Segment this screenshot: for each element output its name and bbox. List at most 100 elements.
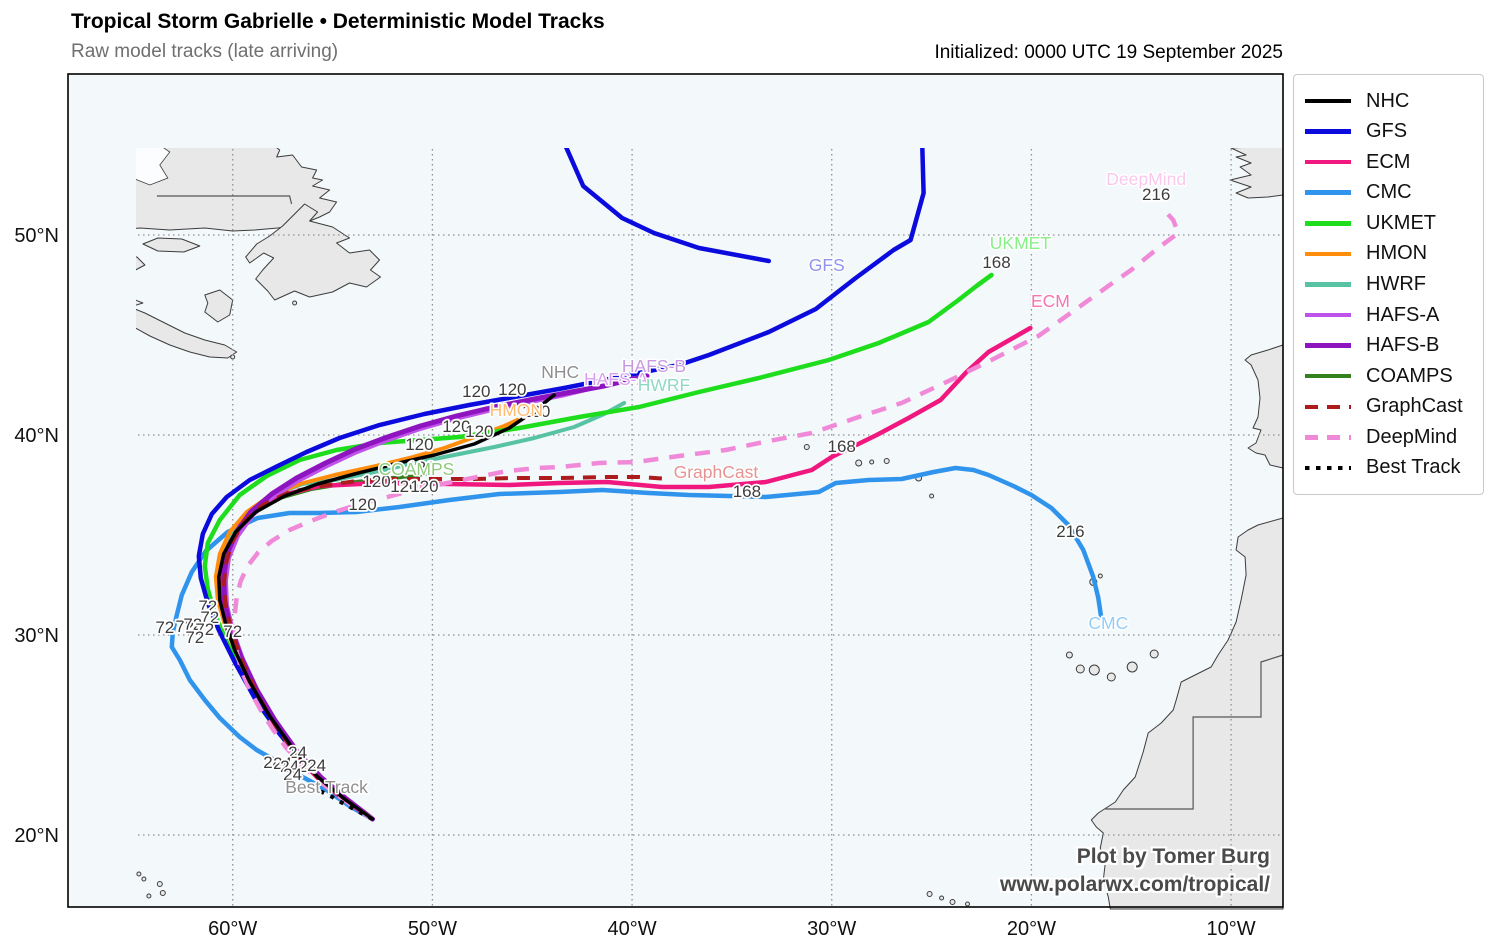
political-border	[1105, 654, 1284, 810]
track-label-graphcast: GraphCast	[674, 462, 759, 482]
hour-label-72: 72	[183, 615, 202, 634]
y-tick-50°N: 50°N	[14, 225, 59, 247]
track-hafs-b	[221, 373, 650, 822]
chart-title: Tropical Storm Gabrielle • Deterministic…	[71, 10, 605, 33]
landmass	[136, 148, 338, 232]
legend-item-coamps: COAMPS	[1294, 363, 1483, 389]
island	[1149, 649, 1159, 659]
hour-label-72: 72	[200, 608, 219, 627]
legend-label: COAMPS	[1366, 364, 1453, 387]
lake	[136, 148, 171, 186]
track-label-hafs-a: HAFS-A	[584, 369, 649, 389]
legend-item-cmc: CMC	[1294, 180, 1483, 206]
island	[1106, 672, 1116, 682]
legend-item-hmon: HMON	[1294, 241, 1483, 267]
island	[1088, 664, 1100, 676]
island	[869, 459, 875, 465]
legend-swatch-hafs-b	[1305, 343, 1351, 348]
x-tick-20°W: 20°W	[1007, 918, 1056, 940]
hour-label-24: 24	[273, 754, 292, 773]
track-nhc	[217, 393, 556, 821]
island	[1065, 651, 1073, 659]
track-gfs	[564, 148, 772, 264]
legend-label: ECM	[1366, 150, 1411, 173]
y-tick-40°N: 40°N	[14, 425, 59, 447]
track-label-hwrf: HWRF	[638, 375, 690, 395]
legend-swatch-deepmind	[1305, 435, 1351, 440]
island	[292, 300, 298, 306]
track-label-gfs: GFS	[809, 255, 845, 275]
legend-swatch-coamps	[1305, 373, 1351, 379]
legend-label: Best Track	[1366, 456, 1461, 479]
island	[883, 458, 890, 464]
x-tick-10°W: 10°W	[1207, 918, 1256, 940]
island	[146, 893, 152, 899]
track-label-hmon: HMON	[490, 400, 543, 420]
landmass	[1090, 517, 1284, 910]
island	[136, 871, 142, 877]
legend-label: HAFS-B	[1366, 334, 1440, 357]
island	[1126, 661, 1138, 673]
hour-label-120: 120	[410, 477, 438, 496]
track-label-best-track: Best Track	[285, 777, 368, 797]
track-label-coamps: COAMPS	[378, 459, 454, 479]
hour-label-216: 216	[1142, 185, 1170, 204]
hour-label-24: 24	[298, 757, 317, 776]
hour-label-120: 120	[405, 435, 433, 454]
island	[855, 459, 863, 467]
hour-label-120: 120	[442, 417, 470, 436]
legend-item-ukmet: UKMET	[1294, 210, 1483, 236]
legend-item-hafs-a: HAFS-A	[1294, 302, 1483, 328]
hour-label-24: 24	[307, 756, 326, 775]
legend-item-gfs: GFS	[1294, 119, 1483, 145]
legend-item-best-track: Best Track	[1294, 455, 1483, 481]
track-label-deepmind: DeepMind	[1106, 169, 1186, 189]
x-tick-60°W: 60°W	[208, 918, 257, 940]
track-label-cmc: CMC	[1088, 613, 1128, 633]
island	[230, 354, 236, 360]
legend-label: HWRF	[1366, 272, 1426, 295]
hour-label-168: 168	[982, 253, 1010, 272]
legend-swatch-graphcast	[1305, 404, 1351, 410]
island	[141, 876, 147, 882]
landmass	[142, 237, 201, 253]
legend-item-deepmind: DeepMind	[1294, 424, 1483, 450]
legend-swatch-cmc	[1305, 190, 1351, 195]
hour-label-24: 24	[280, 757, 299, 776]
watermark-url: www.polarwx.com/tropical/	[1000, 873, 1270, 896]
legend-item-ecm: ECM	[1294, 149, 1483, 175]
legend-label: GraphCast	[1366, 395, 1463, 418]
legend-label: NHC	[1366, 89, 1410, 112]
legend-label: UKMET	[1366, 211, 1436, 234]
hour-label-24: 24	[263, 753, 282, 772]
legend-label: GFS	[1366, 120, 1408, 143]
hour-label-120: 120	[390, 477, 418, 496]
legend-swatch-nhc	[1305, 98, 1351, 104]
hour-label-168: 168	[828, 437, 856, 456]
track-gfs	[196, 148, 926, 822]
hour-label-72: 72	[195, 620, 214, 639]
track-best-track	[316, 788, 374, 821]
track-deepmind	[232, 205, 1181, 821]
legend-swatch-best-track	[1305, 465, 1351, 471]
track-cmc	[169, 465, 1104, 822]
island	[803, 444, 810, 450]
legend-swatch-gfs	[1305, 129, 1351, 134]
hour-label-72: 72	[155, 618, 174, 637]
island	[1075, 664, 1085, 674]
hour-label-24: 24	[283, 765, 302, 784]
watermark: Plot by Tomer Burg www.polarwx.com/tropi…	[1000, 843, 1270, 899]
legend-label: DeepMind	[1366, 425, 1458, 448]
x-tick-50°W: 50°W	[408, 918, 457, 940]
hour-label-120: 120	[498, 380, 526, 399]
track-label-nhc: NHC	[541, 362, 579, 382]
hour-label-72: 72	[198, 597, 217, 616]
hour-label-168: 168	[733, 482, 761, 501]
landmass	[136, 299, 144, 306]
landmass	[136, 308, 238, 359]
landmass	[245, 203, 381, 301]
y-tick-30°N: 30°N	[14, 625, 59, 647]
initialized-timestamp: Initialized: 0000 UTC 19 September 2025	[934, 42, 1283, 63]
